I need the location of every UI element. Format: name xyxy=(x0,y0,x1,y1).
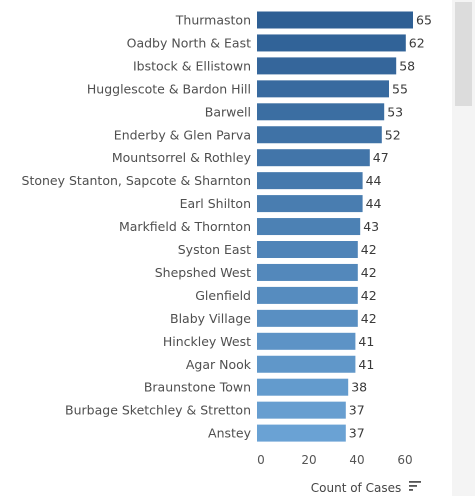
value-label: 53 xyxy=(387,104,403,119)
bar[interactable] xyxy=(257,149,370,167)
bar[interactable] xyxy=(257,57,397,75)
category-label: Glenfield xyxy=(195,288,251,303)
bar[interactable] xyxy=(257,195,363,213)
category-label: Enderby & Glen Parva xyxy=(114,127,251,142)
category-label: Syston East xyxy=(178,242,251,257)
value-label: 42 xyxy=(361,242,377,257)
category-label: Mountsorrel & Rothley xyxy=(112,150,252,165)
category-label: Braunstone Town xyxy=(144,380,251,395)
bar[interactable] xyxy=(257,286,358,304)
bar[interactable] xyxy=(257,172,363,190)
x-tick-label: 0 xyxy=(257,453,265,467)
bars-group: Thurmaston 65 Oadby North & East 62 Ibstock … xyxy=(22,11,432,442)
category-label: Burbage Sketchley & Stretton xyxy=(65,403,251,418)
bar[interactable] xyxy=(257,355,356,373)
category-label: Shepshed West xyxy=(155,265,251,280)
bar[interactable] xyxy=(257,309,358,327)
category-label: Barwell xyxy=(205,104,251,119)
category-label: Anstey xyxy=(208,426,252,441)
bar[interactable] xyxy=(257,332,356,350)
bar[interactable] xyxy=(257,263,358,281)
x-tick-label: 20 xyxy=(301,453,316,467)
value-label: 52 xyxy=(385,127,401,142)
category-label: Oadby North & East xyxy=(127,35,251,50)
value-label: 65 xyxy=(416,13,432,28)
category-label: Hugglescote & Bardon Hill xyxy=(87,81,251,96)
scrollbar-track[interactable] xyxy=(452,0,475,496)
value-label: 44 xyxy=(366,196,382,211)
value-label: 37 xyxy=(349,403,365,418)
category-label: Hinckley West xyxy=(163,334,251,349)
value-label: 41 xyxy=(358,357,374,372)
value-label: 42 xyxy=(361,288,377,303)
bar[interactable] xyxy=(257,103,385,121)
value-label: 43 xyxy=(363,219,379,234)
value-label: 47 xyxy=(373,150,389,165)
bar[interactable] xyxy=(257,218,361,236)
bar[interactable] xyxy=(257,80,389,98)
bar[interactable] xyxy=(257,241,358,258)
value-label: 41 xyxy=(358,334,374,349)
sort-descending-icon[interactable] xyxy=(409,481,421,491)
value-label: 62 xyxy=(409,35,425,50)
category-label: Earl Shilton xyxy=(180,196,251,211)
category-label: Markfield & Thornton xyxy=(119,219,251,234)
category-label: Stoney Stanton, Sapcote & Sharnton xyxy=(22,173,251,188)
value-label: 44 xyxy=(366,173,382,188)
scrollbar-thumb[interactable] xyxy=(455,2,472,106)
bar[interactable] xyxy=(257,34,406,52)
category-label: Blaby Village xyxy=(170,311,251,326)
bar[interactable] xyxy=(257,11,413,29)
value-label: 37 xyxy=(349,426,365,441)
value-label: 55 xyxy=(392,81,408,96)
x-tick-label: 40 xyxy=(349,453,364,467)
value-label: 42 xyxy=(361,265,377,280)
value-label: 42 xyxy=(361,311,377,326)
x-axis-title: Count of Cases xyxy=(311,481,401,495)
bar[interactable] xyxy=(257,378,349,396)
bar[interactable] xyxy=(257,401,346,419)
bar[interactable] xyxy=(257,126,382,144)
value-label: 38 xyxy=(351,380,367,395)
category-label: Agar Nook xyxy=(186,357,252,372)
x-tick-label: 60 xyxy=(397,453,412,467)
bar[interactable] xyxy=(257,424,346,442)
value-label: 58 xyxy=(399,58,415,73)
category-label: Thurmaston xyxy=(175,13,251,28)
category-label: Ibstock & Ellistown xyxy=(133,58,251,73)
x-axis-ticks: 0 20 40 60 xyxy=(257,453,412,467)
